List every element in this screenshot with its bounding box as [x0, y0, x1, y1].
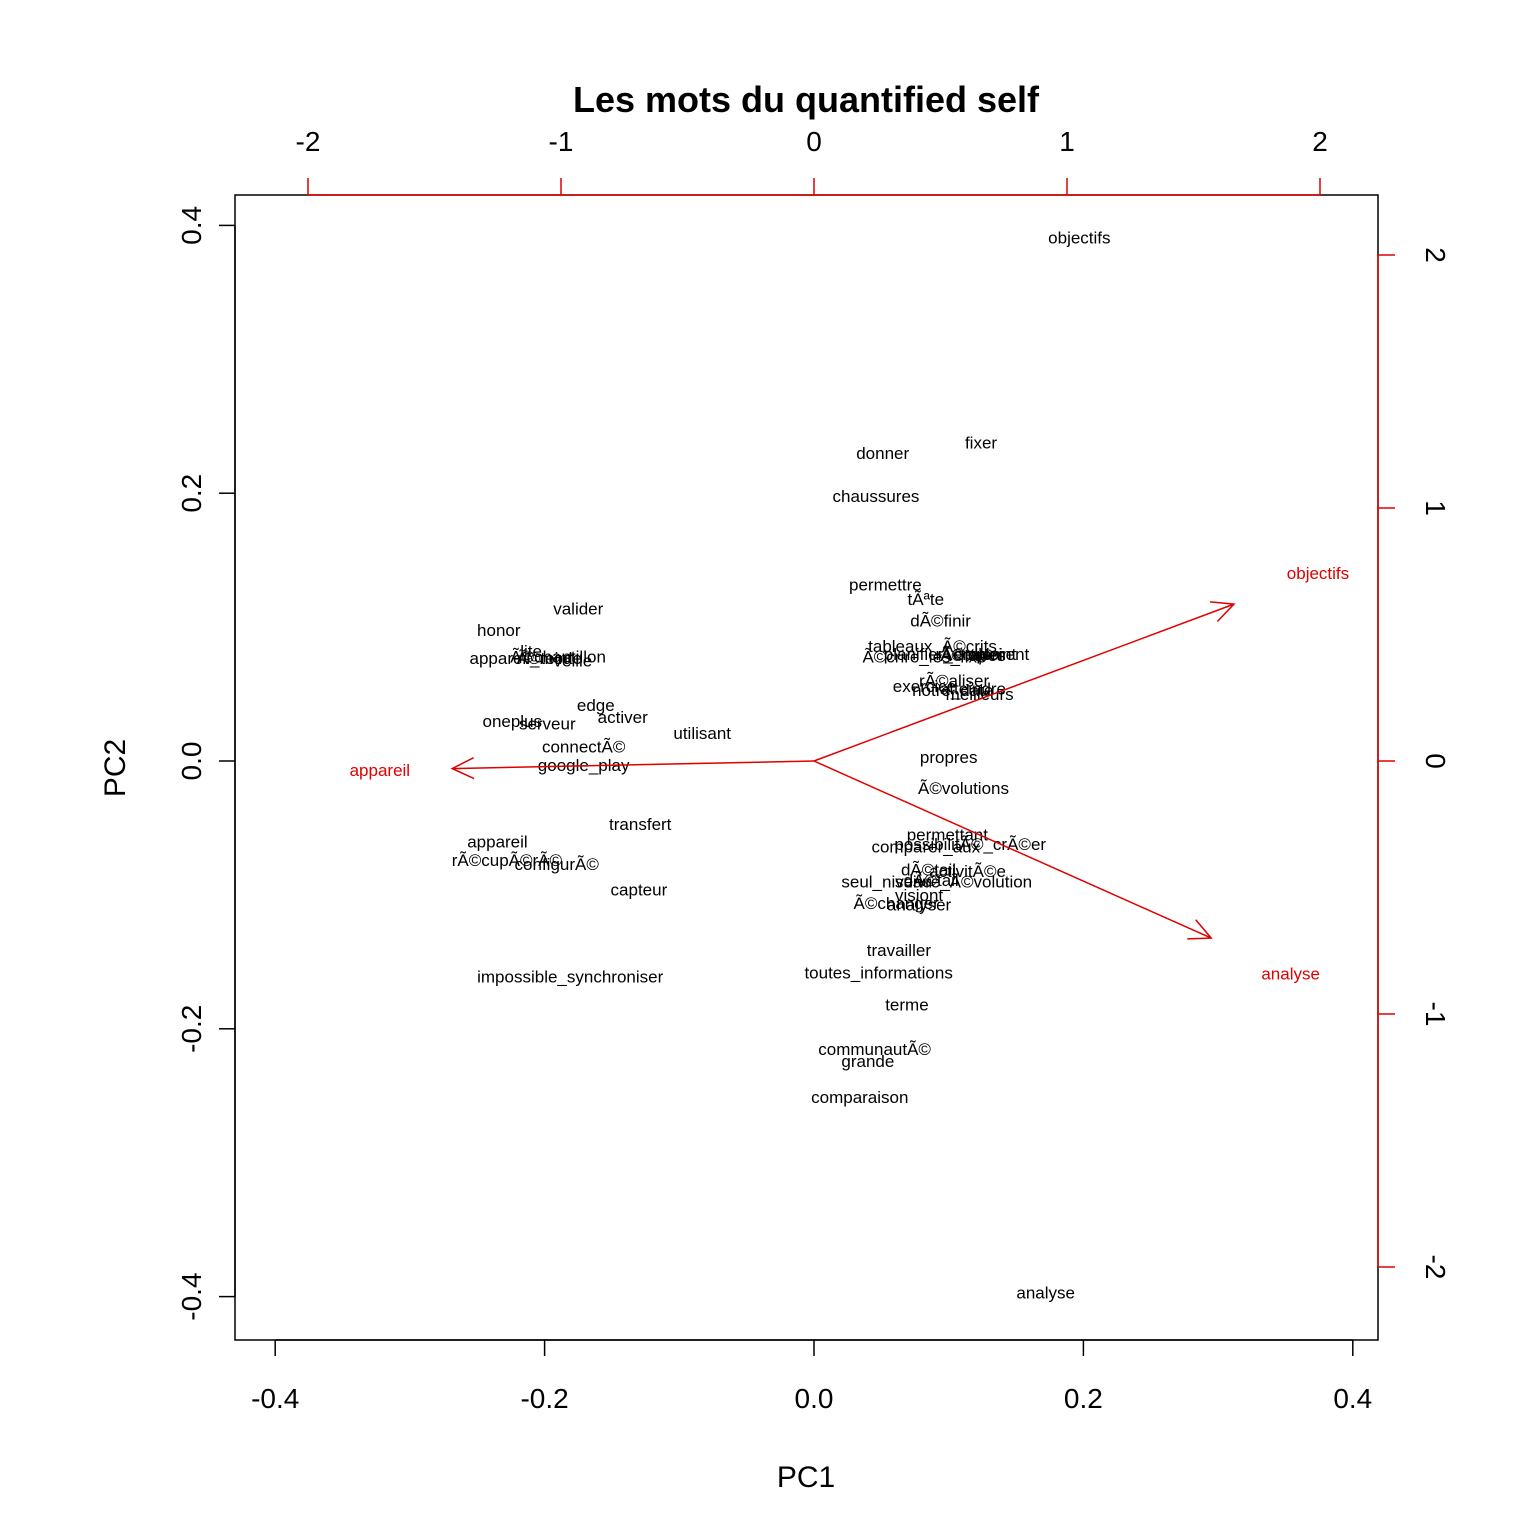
point-label: honor — [477, 621, 521, 640]
point-label: exercice — [893, 677, 956, 696]
point-label: impossible_synchroniser — [477, 968, 663, 987]
point-label: transfert — [609, 815, 672, 834]
point-label: analyser — [887, 895, 952, 914]
point-label: Ã©volutions — [918, 779, 1009, 798]
point-label: communautÃ© — [818, 1040, 931, 1059]
loadings-group: objectifs appareil analyse — [350, 564, 1350, 984]
axes-group: -0.4 -0.2 0.0 0.2 0.4 -0.4 -0.2 0.0 0.2 0.4 -2 -1 0 1… — [176, 126, 1451, 1414]
loading-arrow — [452, 760, 815, 770]
point-label: capteur — [611, 881, 668, 900]
loading-arrowhead — [1187, 919, 1213, 940]
loading-arrow — [813, 760, 1212, 939]
point-label: configurÃ© — [515, 855, 600, 874]
point-label: activer — [598, 708, 648, 727]
chart-title: Les mots du quantified self — [573, 79, 1040, 120]
point-label: appareil — [467, 832, 528, 851]
loading-label: appareil — [350, 761, 411, 780]
loading-arrow — [813, 603, 1235, 762]
point-label: grande — [841, 1052, 894, 1071]
top-tick-label: -1 — [549, 126, 574, 157]
point-label: meilleurs — [946, 685, 1014, 704]
point-label: Ã©chantillon — [510, 648, 606, 667]
point-label: utilisant — [673, 724, 731, 743]
point-label: dÃ©finir — [910, 611, 971, 630]
top-tick-label: 2 — [1312, 126, 1328, 157]
point-label: Ã©teint — [517, 649, 573, 668]
point-label: connectÃ© — [542, 737, 626, 756]
point-label: possibilitÃ©_crÃ©er — [894, 835, 1046, 854]
point-label: travailler — [867, 941, 932, 960]
point-label: dÃ©tail — [901, 860, 956, 879]
point-label: donner — [856, 444, 909, 463]
y-tick-label: 0.4 — [176, 206, 207, 245]
loading-label: analyse — [1261, 965, 1320, 984]
point-label: rÃ©ellement — [935, 645, 1029, 664]
point-label: terme — [885, 996, 928, 1015]
point-label: appareil_mode — [470, 649, 582, 668]
y-tick-label: 0.2 — [176, 474, 207, 513]
point-label: chaussures — [832, 487, 919, 506]
point-label: activitÃ©e — [929, 862, 1006, 881]
point-label: seul_niveau — [841, 873, 932, 892]
point-label: tÃªte — [908, 590, 945, 609]
point-label: notre_date — [912, 681, 993, 700]
x-tick-label: -0.4 — [251, 1383, 299, 1414]
point-label: rÃ©cupÃ©rÃ© — [452, 851, 563, 870]
point-label: lite — [520, 642, 542, 661]
point-label: edge — [577, 696, 615, 715]
loading-label: objectifs — [1287, 564, 1349, 583]
top-tick-label: 1 — [1059, 126, 1075, 157]
points-group: objectifsfixerdonnerchaussurespermettret… — [452, 228, 1111, 1302]
right-tick-label: 2 — [1420, 247, 1451, 263]
point-label: propres — [920, 748, 978, 767]
point-label: atteindre — [940, 680, 1006, 699]
x-axis-label: PC1 — [777, 1461, 835, 1494]
x-tick-label: 0.0 — [795, 1383, 834, 1414]
right-tick-label: -2 — [1420, 1255, 1451, 1280]
top-tick-label: -2 — [296, 126, 321, 157]
point-label: fixer — [965, 433, 997, 452]
point-label: dÃ©tail — [904, 871, 959, 890]
y-axis-label: PC2 — [99, 739, 132, 797]
point-label: analyse — [1016, 1284, 1075, 1303]
point-label: valider — [553, 599, 603, 618]
point-label: suivre_Ã©volution — [895, 873, 1032, 892]
y-tick-label: -0.2 — [176, 1005, 207, 1053]
point-label: rÃ©aliser — [919, 672, 989, 691]
point-label: tableaux_Ã©crits — [868, 637, 997, 656]
y-tick-label: 0.0 — [176, 742, 207, 781]
point-label: visiont — [895, 886, 943, 905]
loading-arrowhead — [450, 757, 475, 780]
right-tick-label: -1 — [1420, 1002, 1451, 1027]
point-label: planifier_emploi — [884, 645, 1003, 664]
point-label: serveur — [519, 715, 576, 734]
point-label: objectifs — [1048, 228, 1110, 247]
point-label: Ã©tapes — [940, 646, 1005, 665]
right-tick-label: 1 — [1420, 500, 1451, 516]
point-label: atteint — [970, 645, 1017, 664]
point-label: Ã©changer — [854, 894, 940, 913]
point-label: comparer_aux — [871, 838, 980, 857]
loading-arrowhead — [1210, 601, 1236, 622]
point-label: permettre — [849, 575, 922, 594]
point-label: comparaison — [811, 1088, 908, 1107]
point-label: toutes_informations — [804, 964, 952, 983]
point-label: oneplus — [482, 712, 542, 731]
right-tick-label: 0 — [1420, 753, 1451, 769]
top-tick-label: 0 — [806, 126, 822, 157]
point-label: Ã©crire_les_fixe — [862, 648, 986, 667]
y-tick-label: -0.4 — [176, 1272, 207, 1320]
point-label: veille — [554, 652, 593, 671]
x-tick-label: -0.2 — [520, 1383, 568, 1414]
x-tick-label: 0.2 — [1064, 1383, 1103, 1414]
x-tick-label: 0.4 — [1333, 1383, 1372, 1414]
